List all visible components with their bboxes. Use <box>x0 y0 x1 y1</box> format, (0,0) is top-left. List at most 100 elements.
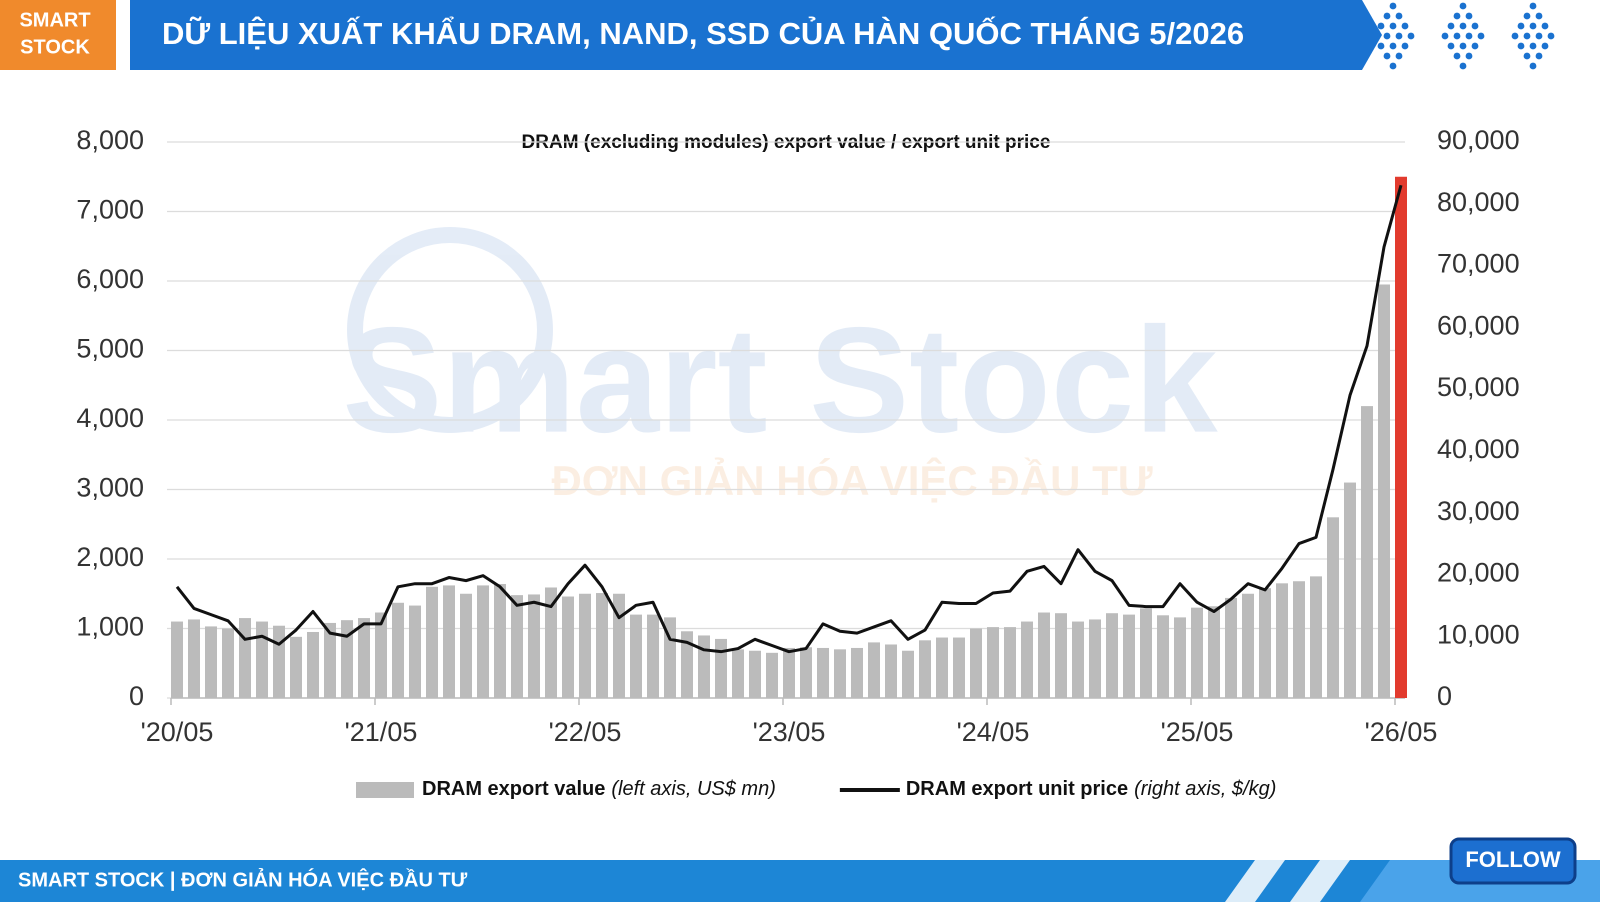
dot <box>1529 62 1537 70</box>
y2-tick-label: 0 <box>1437 681 1452 711</box>
bar <box>1259 588 1271 698</box>
bar <box>545 587 557 698</box>
follow-button[interactable]: FOLLOW <box>1449 837 1577 885</box>
bar <box>596 593 608 698</box>
bar <box>579 593 591 698</box>
y-tick-label: 2,000 <box>76 542 144 572</box>
dot <box>1517 42 1525 50</box>
legend-name: DRAM export unit price <box>906 778 1128 800</box>
bar <box>392 602 404 698</box>
dot <box>1383 12 1391 20</box>
dot <box>1529 2 1537 10</box>
dot <box>1389 22 1397 30</box>
dot <box>1389 42 1397 50</box>
y-tick-label: 4,000 <box>76 403 144 433</box>
bar <box>681 631 693 698</box>
dot <box>1377 42 1385 50</box>
dot <box>1459 62 1467 70</box>
bar <box>647 614 659 698</box>
dot <box>1465 12 1473 20</box>
dot <box>1529 42 1537 50</box>
legend-note: (right axis, $/kg) <box>1134 778 1276 800</box>
bar <box>222 628 234 698</box>
follow-button-label[interactable]: FOLLOW <box>1465 847 1561 872</box>
dot <box>1401 22 1409 30</box>
bar <box>936 637 948 698</box>
dot <box>1541 22 1549 30</box>
y-tick-label: 5,000 <box>76 334 144 364</box>
page-title: DỮ LIỆU XUẤT KHẨU DRAM, NAND, SSD CỦA HÀ… <box>162 15 1244 51</box>
dot <box>1523 12 1531 20</box>
bar <box>1276 583 1288 698</box>
bar <box>358 618 370 698</box>
bar <box>715 638 727 698</box>
bar <box>1293 581 1305 698</box>
dot <box>1383 32 1391 40</box>
bar <box>783 647 795 698</box>
dot <box>1395 32 1403 40</box>
dot <box>1477 32 1485 40</box>
stripe <box>1225 860 1285 902</box>
y2-tick-label: 90,000 <box>1437 125 1520 155</box>
dot <box>1535 12 1543 20</box>
bar <box>1072 621 1084 698</box>
x-tick-label: '20/05 <box>141 717 214 747</box>
bar <box>528 594 540 698</box>
dot <box>1523 32 1531 40</box>
stripe <box>1290 860 1350 902</box>
x-tick-label: '23/05 <box>753 717 826 747</box>
y2-tick-label: 40,000 <box>1437 434 1520 464</box>
dot <box>1471 42 1479 50</box>
bar <box>613 593 625 698</box>
dot <box>1465 52 1473 60</box>
y2-tick-label: 30,000 <box>1437 496 1520 526</box>
bar <box>987 627 999 698</box>
bar <box>494 584 506 698</box>
legend-swatch <box>356 782 414 798</box>
y2-tick-label: 70,000 <box>1437 249 1520 279</box>
dot <box>1395 12 1403 20</box>
logo-box <box>0 0 116 70</box>
bar <box>749 650 761 698</box>
bar <box>1191 607 1203 698</box>
legend-label: DRAM export value (left axis, US$ mn) <box>422 778 776 800</box>
dot <box>1535 32 1543 40</box>
dot <box>1523 52 1531 60</box>
dot <box>1383 52 1391 60</box>
dot <box>1453 12 1461 20</box>
bar <box>443 585 455 698</box>
dot <box>1459 22 1467 30</box>
dot <box>1389 62 1397 70</box>
dot <box>1447 22 1455 30</box>
bar <box>834 649 846 698</box>
y-tick-label: 7,000 <box>76 195 144 225</box>
bar <box>851 647 863 698</box>
y2-tick-label: 20,000 <box>1437 558 1520 588</box>
follow-button-bg[interactable] <box>1449 837 1577 885</box>
dot <box>1465 32 1473 40</box>
dot <box>1377 22 1385 30</box>
dot <box>1535 52 1543 60</box>
y2-tick-label: 80,000 <box>1437 187 1520 217</box>
bar <box>290 636 302 698</box>
bar <box>426 586 438 698</box>
bar <box>664 617 676 698</box>
legend-note: (left axis, US$ mn) <box>611 778 775 800</box>
bar <box>1378 284 1390 698</box>
y2-tick-label: 60,000 <box>1437 310 1520 340</box>
dot <box>1541 42 1549 50</box>
dot <box>1517 22 1525 30</box>
legend-label: DRAM export unit price (right axis, $/kg) <box>906 778 1277 800</box>
dot <box>1453 32 1461 40</box>
y-tick-label: 1,000 <box>76 612 144 642</box>
bar <box>1123 614 1135 698</box>
bar <box>698 635 710 698</box>
bar <box>460 593 472 698</box>
logo-text: STOCK <box>20 36 90 58</box>
plot: 0 1,000 2,000 3,000 4,000 5,000 6,000 7,000 8,00… <box>76 125 1519 800</box>
dot <box>1407 32 1415 40</box>
dot <box>1471 22 1479 30</box>
bar <box>307 631 319 698</box>
bar <box>1344 482 1356 698</box>
bar <box>868 642 880 698</box>
